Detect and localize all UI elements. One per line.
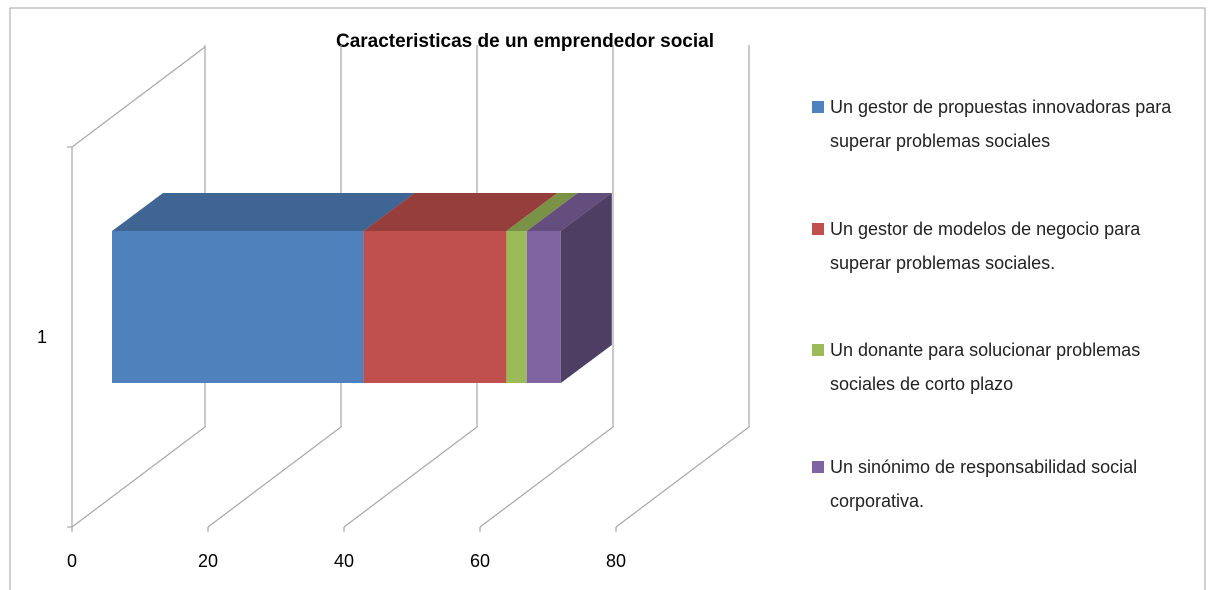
bar — [112, 231, 364, 383]
grid-line — [479, 45, 614, 528]
bar-top — [526, 193, 612, 231]
bar — [526, 231, 561, 383]
legend-label: Un gestor de modelos de negocio para sup… — [830, 219, 1141, 273]
bar-side — [560, 193, 612, 383]
legend-entry: Un gestor de propuestas innovadoras para… — [812, 90, 1190, 158]
x-tick-label: 40 — [334, 551, 354, 571]
legend-swatch — [812, 461, 824, 473]
legend-swatch — [812, 223, 824, 235]
legend-swatch — [812, 101, 824, 113]
legend-label: Un donante para solucionar problemas soc… — [830, 340, 1141, 394]
legend-entry: Un gestor de modelos de negocio para sup… — [812, 212, 1190, 280]
legend-swatch — [812, 344, 824, 356]
bar — [363, 231, 507, 383]
x-tick-label: 20 — [198, 551, 218, 571]
x-tick-label: 60 — [470, 551, 490, 571]
grid-line — [615, 45, 750, 528]
grid-line — [207, 45, 342, 528]
x-tick-label: 80 — [606, 551, 626, 571]
grid-line — [71, 45, 206, 528]
chart-border — [9, 7, 1206, 590]
bar-top — [112, 193, 415, 231]
legend-entry: Un sinónimo de responsabilidad social co… — [812, 450, 1190, 518]
legend-label: Un sinónimo de responsabilidad social co… — [830, 457, 1138, 511]
y-tick-label: 1 — [37, 327, 47, 347]
chart-title: Caracteristicas de un emprendedor social — [336, 31, 714, 52]
legend-label: Un gestor de propuestas innovadoras para… — [830, 97, 1172, 151]
bar — [506, 231, 527, 383]
bar-top — [363, 193, 558, 231]
grid-line — [343, 45, 478, 528]
bar-top — [506, 193, 578, 231]
x-tick-label: 0 — [67, 551, 77, 571]
legend-entry: Un donante para solucionar problemas soc… — [812, 333, 1190, 401]
